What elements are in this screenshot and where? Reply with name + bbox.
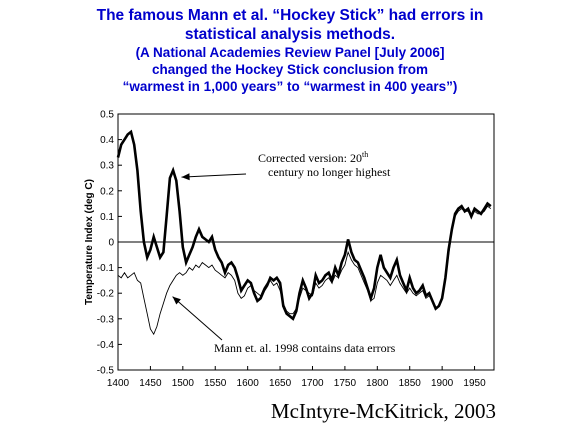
x-tick-label: 1400 — [107, 378, 130, 389]
headline-line-5: “warmest in 1,000 years” to “warmest in … — [122, 79, 458, 94]
headline-line-1: The famous Mann et al. “Hockey Stick” ha… — [96, 7, 484, 24]
x-tick-label: 1500 — [172, 378, 195, 389]
x-tick-label: 1850 — [399, 378, 422, 389]
y-tick-label: -0.4 — [97, 340, 115, 351]
y-tick-label: -0.1 — [97, 263, 115, 274]
annotation-corrected-arrow — [181, 173, 247, 178]
x-tick-label: 1600 — [237, 378, 260, 389]
x-tick-label: 1650 — [269, 378, 292, 389]
headline: The famous Mann et al. “Hockey Stick” ha… — [0, 6, 580, 95]
x-axis-ticks: 1400 1450 1500 1550 1600 1650 1700 1750 1800 1850… — [107, 366, 486, 389]
annotation-errors: Mann et. al. 1998 contains data errors — [214, 341, 396, 355]
headline-line-4: changed the Hockey Stick conclusion from — [151, 62, 429, 77]
x-tick-label: 1750 — [334, 378, 357, 389]
y-axis-label: Temperature Index (deg C) — [84, 179, 95, 305]
source-credit: McIntyre-McKitrick, 2003 — [270, 399, 496, 423]
x-tick-label: 1800 — [366, 378, 389, 389]
series-line-thin — [117, 205, 492, 336]
x-tick-label: 1700 — [301, 378, 324, 389]
x-tick-label: 1550 — [204, 378, 227, 389]
y-tick-label: 0.5 — [100, 110, 114, 121]
y-tick-label: 0 — [108, 238, 114, 249]
series-line-thick — [116, 129, 492, 321]
y-tick-label: 0.3 — [100, 161, 114, 172]
y-tick-label: 0.2 — [100, 186, 114, 197]
y-tick-label: 0.1 — [100, 212, 114, 223]
x-tick-label: 1900 — [431, 378, 454, 389]
y-tick-label: -0.2 — [97, 289, 115, 300]
y-axis-ticks: -0.5 -0.4 -0.3 -0.2 -0.1 0 0.1 0.2 0.3 0.4 0.5 — [97, 110, 122, 377]
headline-line-2: statistical analysis methods. — [184, 26, 396, 43]
x-tick-label: 1950 — [463, 378, 486, 389]
annotation-errors-arrow — [172, 296, 223, 341]
annotation-corrected-arrowhead — [181, 173, 190, 181]
y-tick-label: -0.3 — [97, 314, 115, 325]
annotation-corrected: Corrected version: 20th century no longe… — [258, 146, 391, 179]
x-tick-label: 1450 — [139, 378, 162, 389]
annotation-errors-arrowhead — [172, 296, 181, 305]
y-tick-label: -0.5 — [97, 366, 115, 377]
y-tick-label: 0.4 — [100, 135, 114, 146]
headline-line-3: (A National Academies Review Panel [July… — [135, 45, 445, 60]
